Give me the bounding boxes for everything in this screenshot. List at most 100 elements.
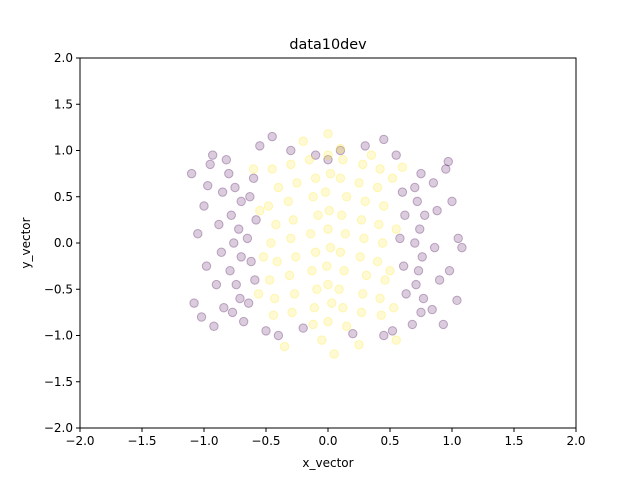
scatter-point-class-0 [452,295,462,306]
scatter-point-class-1 [341,192,352,202]
x-tick-label: 2.0 [566,434,585,448]
y-tick-label: 0.0 [54,236,73,250]
scatter-point-class-1 [317,335,327,345]
scatter-point-class-0 [457,242,467,253]
scatter-point-class-1 [360,196,370,207]
scatter-point-class-1 [320,187,331,197]
x-axis-ticks: −2.0 −1.5 −1.0 −0.5 0.0 0.5 1.0 1.5 2.0 [65,428,586,448]
scatter-point-class-1 [323,150,333,160]
scatter-point-class-0 [323,155,333,165]
scatter-point-class-0 [225,266,235,276]
scatter-point-class-1 [287,307,297,318]
scatter-point-class-1 [305,229,316,239]
scatter-point-class-1 [288,215,298,225]
scatter-point-class-1 [272,256,282,267]
scatter-point-class-0 [221,155,232,165]
scatter-point-class-0 [267,131,277,142]
scatter-point-class-1 [327,298,337,308]
scatter-point-class-0 [407,319,418,330]
scatter-point-class-0 [401,289,411,299]
scatter-point-class-0 [242,233,253,244]
scatter-point-class-0 [420,210,430,220]
scatter-point-class-1 [279,341,290,352]
scatter-point-class-0 [453,233,463,244]
scatter-points [186,129,467,359]
scatter-point-class-1 [253,289,264,299]
scatter-point-class-0 [234,224,244,234]
scatter-point-class-0 [248,173,259,183]
scatter-point-class-0 [246,256,256,267]
scatter-point-class-1 [339,266,349,276]
x-tick-label: 1.5 [504,434,523,448]
scatter-point-class-1 [255,205,265,216]
y-tick-label: 1.0 [54,144,73,158]
scatter-point-class-0 [360,141,370,151]
scatter-point-class-1 [356,307,367,318]
scatter-point-class-0 [238,316,249,327]
scatter-point-class-0 [196,312,207,322]
scatter-point-class-1 [310,247,321,257]
scatter-point-class-0 [189,298,199,308]
scatter-point-class-0 [379,330,389,341]
scatter-point-class-1 [283,196,294,207]
scatter-point-class-0 [236,196,246,207]
scatter-point-class-1 [376,310,387,320]
scatter-point-class-0 [243,298,254,308]
x-tick-label: −1.0 [189,434,218,448]
x-tick-label: −2.0 [65,434,94,448]
scatter-point-class-0 [186,168,197,179]
scatter-point-class-0 [444,266,455,276]
y-tick-label: −2.0 [44,421,73,435]
scatter-point-class-1 [385,266,395,276]
scatter-point-class-0 [411,279,421,290]
scatter-point-class-1 [372,182,383,193]
scatter-point-class-0 [230,182,240,193]
scatter-point-class-0 [418,293,429,304]
scatter-point-class-1 [310,173,321,183]
scatter-point-class-1 [325,168,336,179]
y-tick-label: 0.5 [54,190,73,204]
scatter-point-class-1 [286,233,296,244]
scatter-point-class-0 [429,242,440,253]
scatter-point-class-0 [286,145,296,156]
y-tick-label: 2.0 [54,51,73,65]
scatter-point-class-0 [231,279,241,290]
scatter-point-class-1 [329,349,339,359]
scatter-point-class-0 [214,219,224,230]
scatter-point-class-0 [207,150,218,160]
scatter-point-class-0 [412,196,422,207]
scatter-point-class-0 [219,303,229,313]
scatter-point-class-1 [375,164,385,174]
scatter-point-class-1 [334,284,344,294]
scatter-point-class-0 [199,201,209,211]
scatter-point-class-0 [226,210,236,220]
scatter-point-class-0 [227,307,238,318]
scatter-point-class-0 [417,252,427,262]
scatter-point-class-1 [309,303,320,313]
scatter-point-class-1 [307,266,317,276]
scatter-point-class-1 [366,150,377,160]
scatter-point-class-1 [323,279,333,290]
scatter-point-class-0 [398,261,409,271]
scatter-point-class-0 [415,224,425,234]
scatter-point-class-1 [387,173,398,183]
scatter-point-class-0 [250,275,260,285]
scatter-point-class-0 [235,293,245,304]
scatter-point-class-0 [193,229,203,239]
scatter-point-class-1 [298,136,308,146]
plot-frame [79,57,577,429]
y-tick-label: −0.5 [44,282,73,296]
scatter-point-class-1 [271,219,281,230]
y-tick-label: −1.5 [44,375,73,389]
scatter-point-class-1 [308,192,318,202]
x-tick-label: 0.0 [318,434,337,448]
y-tick-label: 1.5 [54,97,73,111]
scatter-point-class-1 [308,319,318,330]
x-tick-label: 0.5 [380,434,399,448]
scatter-point-class-0 [427,304,437,315]
x-tick-label: 1.0 [442,434,461,448]
scatter-point-class-1 [292,178,302,188]
scatter-point-class-1 [358,159,368,170]
